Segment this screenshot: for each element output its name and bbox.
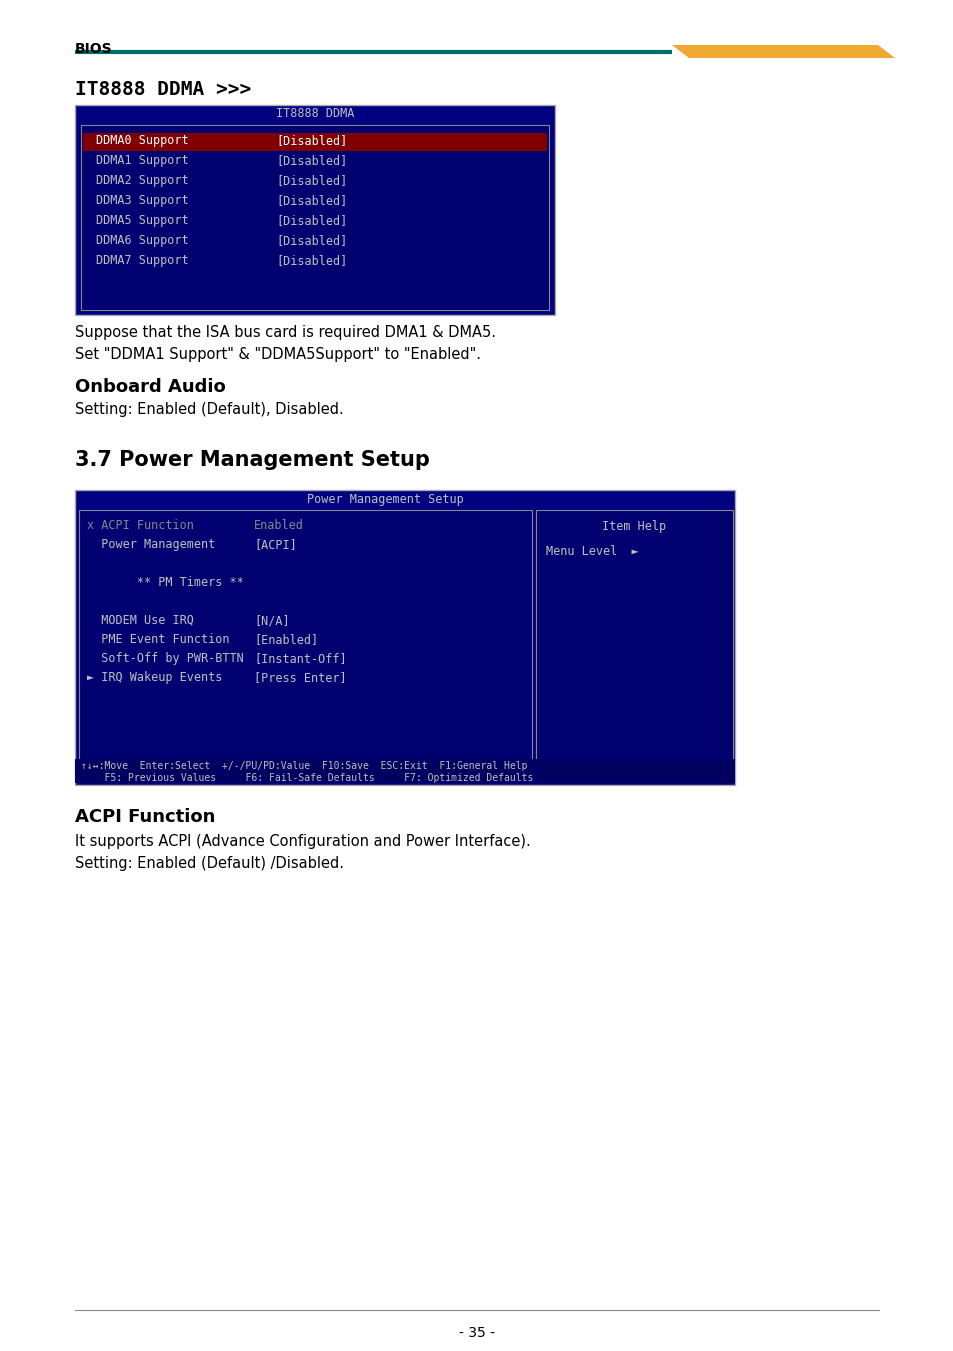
Bar [75, 759, 734, 784]
Text: IT8888 DDMA: IT8888 DDMA [275, 107, 354, 120]
Text: [Press Enter]: [Press Enter] [253, 671, 346, 684]
Text: Suppose that the ISA bus card is required DMA1 & DMA5.: Suppose that the ISA bus card is require… [75, 326, 496, 340]
Text: ACPI Function: ACPI Function [75, 808, 215, 825]
Text: PME Event Function: PME Event Function [87, 634, 230, 646]
Polygon shape [671, 45, 894, 58]
Text: DDMA1 Support: DDMA1 Support [96, 154, 189, 168]
Text: [Disabled]: [Disabled] [275, 254, 347, 267]
Text: Onboard Audio: Onboard Audio [75, 378, 226, 396]
Bar [83, 132, 546, 151]
Text: [Disabled]: [Disabled] [275, 213, 347, 227]
Text: Setting: Enabled (Default) /Disabled.: Setting: Enabled (Default) /Disabled. [75, 857, 344, 871]
Text: It supports ACPI (Advance Configuration and Power Interface).: It supports ACPI (Advance Configuration … [75, 834, 530, 848]
Text: F5: Previous Values     F6: Fail-Safe Defaults     F7: Optimized Defaults: F5: Previous Values F6: Fail-Safe Defaul… [81, 773, 533, 784]
Text: Item Help: Item Help [601, 520, 666, 534]
Bar [79, 509, 531, 761]
Text: [Disabled]: [Disabled] [275, 154, 347, 168]
Text: [Enabled]: [Enabled] [253, 634, 317, 646]
Text: [Disabled]: [Disabled] [275, 134, 347, 147]
Text: Power Management Setup: Power Management Setup [307, 493, 463, 507]
Text: [Instant-Off]: [Instant-Off] [253, 653, 346, 665]
Text: [ACPI]: [ACPI] [253, 538, 296, 551]
Text: Power Management: Power Management [87, 538, 215, 551]
Text: - 35 -: - 35 - [458, 1325, 495, 1340]
Text: [Disabled]: [Disabled] [275, 234, 347, 247]
Text: BIOS: BIOS [75, 42, 112, 55]
Bar [75, 105, 555, 315]
Text: [Disabled]: [Disabled] [275, 195, 347, 207]
Text: IT8888 DDMA >>>: IT8888 DDMA >>> [75, 80, 251, 99]
Text: Menu Level  ►: Menu Level ► [545, 544, 638, 558]
Text: Setting: Enabled (Default), Disabled.: Setting: Enabled (Default), Disabled. [75, 403, 343, 417]
Text: Enabled: Enabled [253, 519, 304, 532]
Text: DDMA2 Support: DDMA2 Support [96, 174, 189, 186]
Text: x ACPI Function: x ACPI Function [87, 519, 193, 532]
Text: DDMA3 Support: DDMA3 Support [96, 195, 189, 207]
Text: Set "DDMA1 Support" & "DDMA5Support" to "Enabled".: Set "DDMA1 Support" & "DDMA5Support" to … [75, 347, 480, 362]
Text: DDMA6 Support: DDMA6 Support [96, 234, 189, 247]
Text: DDMA0 Support: DDMA0 Support [96, 134, 189, 147]
Text: DDMA7 Support: DDMA7 Support [96, 254, 189, 267]
Text: ** PM Timers **: ** PM Timers ** [87, 576, 244, 589]
Bar [536, 509, 732, 761]
Text: [N/A]: [N/A] [253, 613, 290, 627]
Text: MODEM Use IRQ: MODEM Use IRQ [87, 613, 193, 627]
Bar [75, 490, 734, 785]
Bar [81, 126, 548, 309]
Text: ↑↓↔:Move  Enter:Select  +/-/PU/PD:Value  F10:Save  ESC:Exit  F1:General Help: ↑↓↔:Move Enter:Select +/-/PU/PD:Value F1… [81, 761, 527, 771]
Text: 3.7 Power Management Setup: 3.7 Power Management Setup [75, 450, 430, 470]
Text: DDMA5 Support: DDMA5 Support [96, 213, 189, 227]
Text: [Disabled]: [Disabled] [275, 174, 347, 186]
Text: Soft-Off by PWR-BTTN: Soft-Off by PWR-BTTN [87, 653, 244, 665]
Text: ► IRQ Wakeup Events: ► IRQ Wakeup Events [87, 671, 222, 684]
